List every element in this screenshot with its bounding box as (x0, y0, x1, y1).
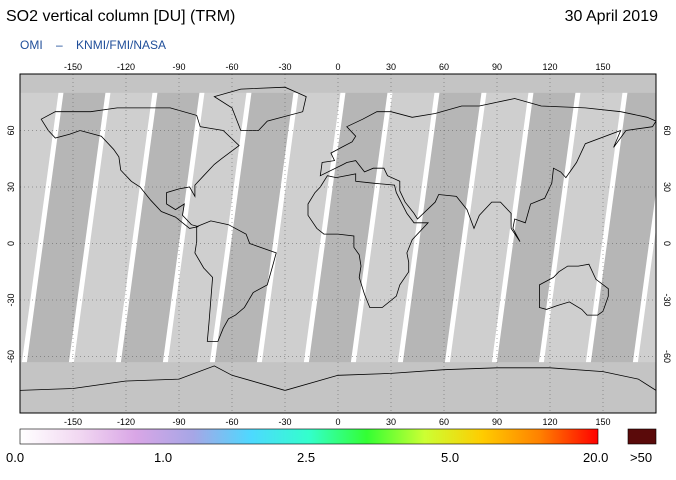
longitude-tick-bottom: 90 (492, 417, 502, 427)
antarctic-region (20, 362, 656, 413)
longitude-tick-top: 0 (335, 62, 340, 72)
longitude-tick-bottom: 30 (386, 417, 396, 427)
latitude-tick-left: 0 (6, 241, 16, 246)
antarctica-outline (20, 365, 656, 413)
swath-band (443, 74, 531, 413)
latitude-tick-left: -30 (6, 293, 16, 306)
organisations-label: KNMI/FMI/NASA (76, 38, 167, 52)
longitude-tick-top: 120 (542, 62, 557, 72)
continents (20, 86, 656, 413)
longitude-tick-bottom: -150 (64, 417, 82, 427)
latitude-tick-left: 60 (6, 125, 16, 135)
latitude-tick-right: -30 (662, 293, 672, 306)
colorbar-label-2: 2.5 (297, 450, 316, 465)
longitude-tick-bottom: -60 (225, 417, 238, 427)
longitude-tick-top: 60 (439, 62, 449, 72)
latitude-tick-right: 0 (662, 241, 672, 246)
longitude-tick-top: 90 (492, 62, 502, 72)
map-frame (19, 73, 657, 414)
graticule (20, 74, 656, 413)
latitude-tick-right: 30 (662, 182, 672, 192)
colorbar-label-0: 0.0 (6, 450, 25, 465)
longitude-tick-bottom: 60 (439, 417, 449, 427)
credit-dash: – (56, 38, 63, 52)
longitude-tick-top: -60 (225, 62, 238, 72)
africa-outline (307, 173, 430, 308)
eurasia-outline (319, 98, 656, 242)
longitude-tick-top: 150 (595, 62, 610, 72)
swath-band (349, 74, 437, 413)
latitude-tick-right: 60 (662, 125, 672, 135)
longitude-tick-top: 30 (386, 62, 396, 72)
south-america-outline (194, 220, 277, 342)
map-date: 30 April 2019 (564, 8, 658, 25)
map-title: SO2 vertical column [DU] (TRM) (6, 8, 236, 25)
credit-line: OMI – KNMI/FMI/NASA (20, 38, 176, 52)
latitude-tick-right: -60 (662, 350, 672, 363)
colorbar-overflow-swatch (627, 428, 657, 445)
longitude-tick-bottom: 0 (335, 417, 340, 427)
colorbar-label-3: 5.0 (441, 450, 460, 465)
swath-band (161, 74, 249, 413)
longitude-tick-bottom: -90 (172, 417, 185, 427)
longitude-tick-bottom: 120 (542, 417, 557, 427)
instrument-label: OMI (20, 38, 43, 52)
greenland-outline (213, 86, 307, 131)
longitude-tick-top: -30 (278, 62, 291, 72)
colorbar-label-4: 20.0 (583, 450, 609, 465)
swath-band (490, 74, 578, 413)
longitude-tick-bottom: -30 (278, 417, 291, 427)
swath-band (302, 74, 390, 413)
north-america-outline (40, 107, 240, 229)
swath-band (255, 74, 343, 413)
axis-ticks: -150 -150 -120 -120 -90 -90 -60 -60 -30 -30 0 0 30 30… (6, 62, 672, 427)
longitude-tick-top: -120 (117, 62, 135, 72)
longitude-tick-bottom: -120 (117, 417, 135, 427)
swath-band (114, 74, 202, 413)
longitude-tick-top: -150 (64, 62, 82, 72)
australia-outline (539, 263, 609, 316)
latitude-tick-left: 30 (6, 182, 16, 192)
swath-band (67, 74, 155, 413)
longitude-tick-top: -90 (172, 62, 185, 72)
longitude-tick-bottom: 150 (595, 417, 610, 427)
swath-band (20, 74, 61, 377)
colorbar-label-1: 1.0 (154, 450, 173, 465)
colorbar-overflow-label: >50 (630, 450, 653, 465)
latitude-tick-left: -60 (6, 350, 16, 363)
colorbar (19, 428, 599, 445)
